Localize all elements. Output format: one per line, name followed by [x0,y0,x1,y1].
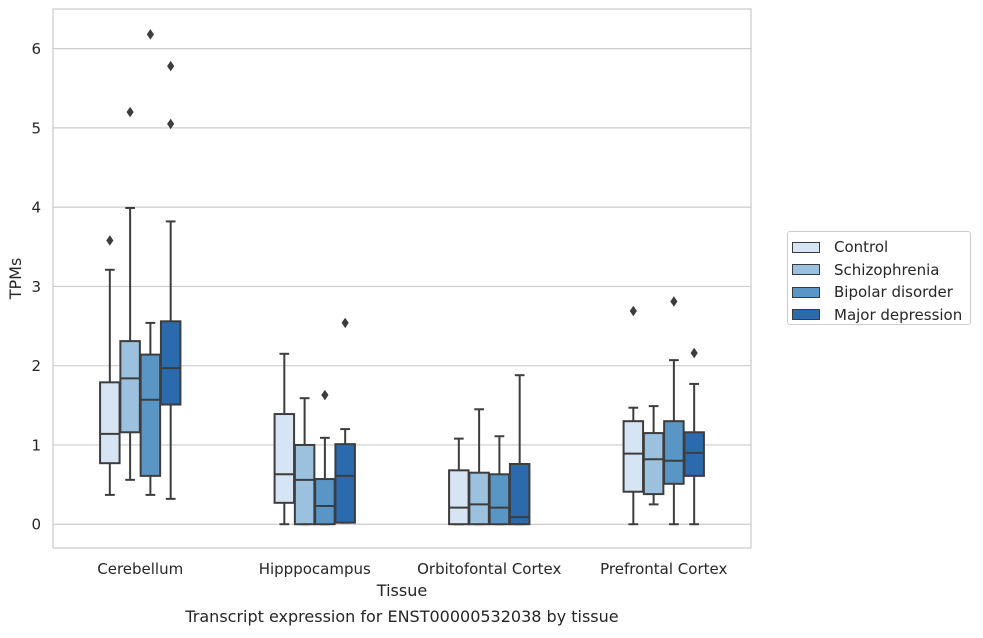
box-major-depression [508,374,531,526]
outlier-point [106,235,114,246]
outlier-point [690,347,698,359]
legend-item: Schizophrenia [792,259,970,282]
box-body [293,443,316,526]
legend-label: Schizophrenia [834,260,940,279]
box-bipolar-disorder [314,389,336,526]
chart-title: Transcript expression for ENST0000053203… [184,607,618,626]
legend-swatch [792,241,820,253]
box-control [448,437,470,526]
box-bipolar-disorder [488,435,511,526]
box-body [99,381,121,465]
outlier-point [321,389,329,401]
x-tick-labels: Cerebellum Hipppocampus Orbitofontal Corte… [97,560,727,578]
outlier-point [629,305,637,317]
box-schizophrenia [119,106,141,481]
x-axis-label: Tissue [376,581,427,600]
legend-label: Control [834,238,889,257]
y-tick-label: 5 [31,119,41,137]
y-tick-label: 4 [31,199,41,217]
y-tick-label: 3 [31,278,41,296]
x-tick-label: Orbitofontal Cortex [417,560,561,578]
box-schizophrenia [468,408,490,526]
box-major-depression [334,317,356,524]
legend: Control Schizophrenia Bipolar disorder Majo… [787,231,971,325]
x-tick-label: Cerebellum [97,560,183,578]
legend-swatch [792,309,820,321]
box-body [334,443,356,524]
outlier-point [670,296,678,307]
legend-swatch [792,286,820,298]
outlier-point [167,118,175,130]
box-schizophrenia [642,405,665,506]
outlier-point [146,29,154,40]
y-tick-labels: 0 1 2 3 4 5 6 [31,40,41,534]
box-body [642,432,665,496]
outlier-point [126,106,134,118]
box-body [663,420,685,485]
legend-label: Bipolar disorder [834,283,953,302]
box-body [622,420,645,493]
box-schizophrenia [293,397,316,526]
plot-frame [52,8,752,549]
box-bipolar-disorder [139,29,162,496]
box-body [314,478,336,526]
x-tick-label: Hipppocampus [259,560,371,578]
box-body [139,353,162,477]
box-body [508,462,531,526]
legend-item: Control [792,236,970,259]
x-tick-label: Prefrontal Cortex [600,560,727,578]
y-tick-label: 6 [31,40,41,58]
box-body [683,431,705,477]
legend-swatch [792,264,820,276]
box-body [488,473,511,526]
outlier-point [167,60,175,72]
boxes [99,29,705,526]
legend-item: Major depression [792,304,970,327]
y-tick-label: 0 [31,516,41,534]
box-major-depression [683,347,705,526]
box-body [159,320,182,406]
legend-item: Bipolar disorder [792,281,970,304]
outlier-point [341,317,349,329]
y-axis-label: TPMs [6,258,25,301]
box-body [448,469,470,526]
y-tick-label: 1 [31,436,41,454]
box-control [622,305,645,526]
box-body [468,471,490,526]
box-control [99,235,121,496]
y-tick-label: 2 [31,357,41,375]
legend-label: Major depression [834,305,963,324]
box-body [119,340,141,434]
box-control [273,352,296,526]
box-bipolar-disorder [663,296,685,526]
box-body [273,413,296,504]
box-major-depression [159,60,182,500]
